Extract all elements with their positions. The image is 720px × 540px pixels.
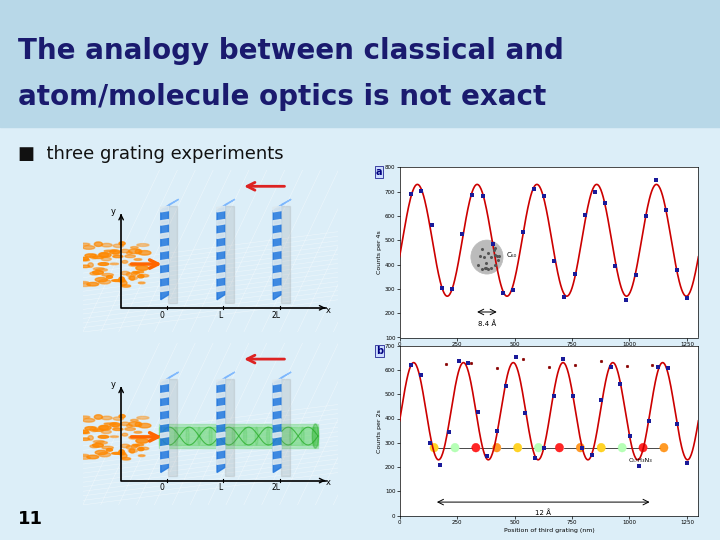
Bar <box>0 0 720 127</box>
Text: atom/molecule optics is not exact: atom/molecule optics is not exact <box>18 83 546 111</box>
Text: ■  three grating experiments: ■ three grating experiments <box>18 145 284 163</box>
Text: 11: 11 <box>18 510 43 528</box>
Text: The analogy between classical and: The analogy between classical and <box>18 37 564 65</box>
